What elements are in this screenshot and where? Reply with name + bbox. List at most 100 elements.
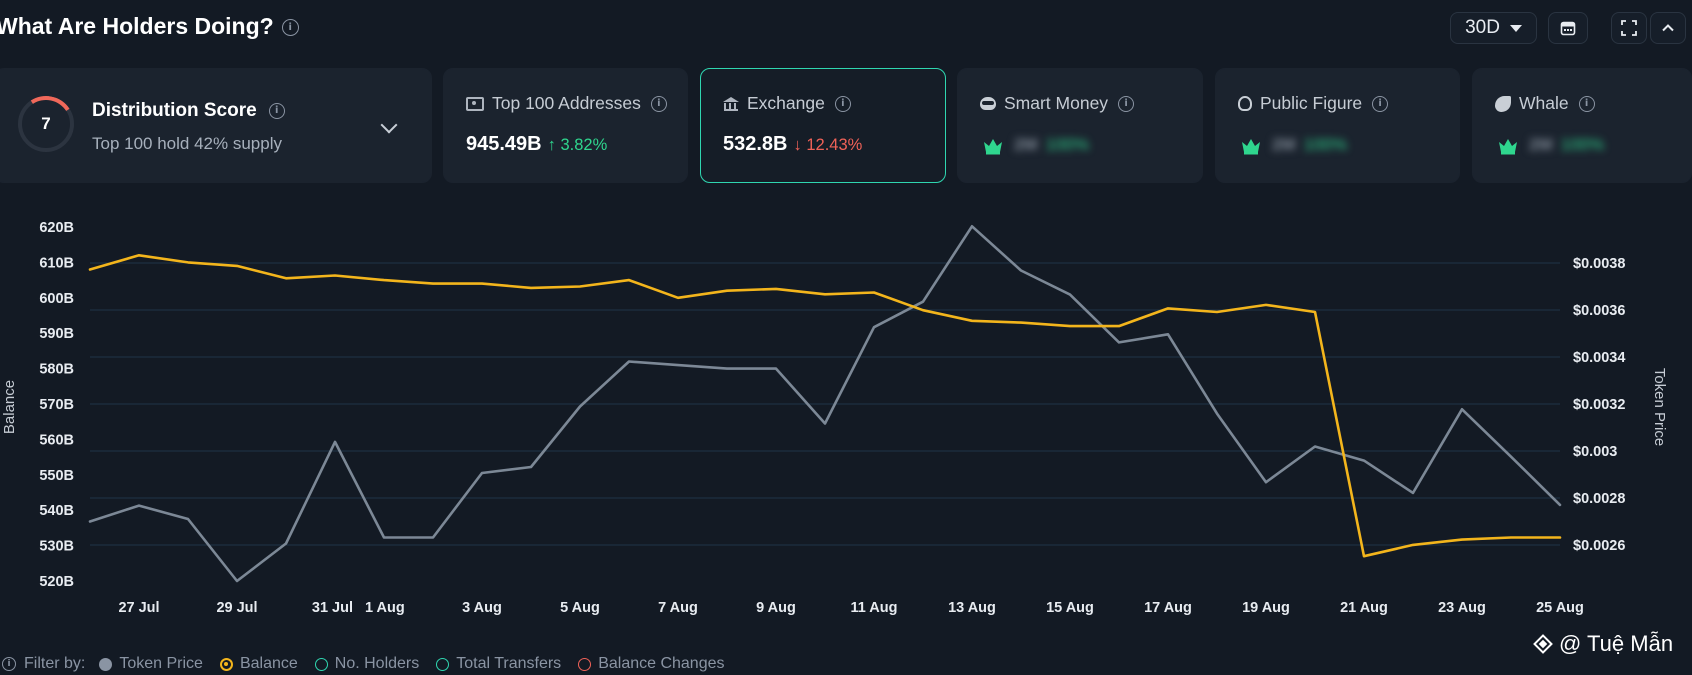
y-tick-label-right: $0.0034 — [1573, 350, 1625, 366]
change-value: 3.82% — [560, 136, 608, 154]
whale-icon — [1495, 95, 1511, 112]
distribution-title: Distribution Score i — [92, 100, 285, 122]
y-tick-label-right: $0.0038 — [1573, 256, 1625, 272]
left-axis-ticks: 620B 610B 600B 590B 580B 570B 560B 550B 540B 530B… — [39, 220, 74, 590]
y-tick-label-left: 590B — [39, 326, 74, 342]
info-icon: i — [2, 657, 16, 671]
blurred-change: 100% — [1560, 135, 1605, 154]
filter-item-label: Token Price — [119, 655, 203, 672]
fullscreen-button[interactable] — [1611, 12, 1647, 44]
y-tick-label-left: 580B — [39, 362, 74, 378]
right-axis-ticks: $0.0038 $0.0036 $0.0034 $0.0032 $0.003 $0.002… — [1573, 256, 1625, 554]
crown-icon — [1499, 139, 1517, 155]
collapse-button[interactable] — [1650, 12, 1686, 44]
info-icon[interactable]: i — [650, 95, 667, 112]
x-tick-label: 13 Aug — [948, 600, 996, 616]
change-up: ↑ 3.82% — [547, 136, 608, 154]
info-icon[interactable]: i — [281, 19, 299, 37]
card-exchange[interactable]: Exchange i 532.8B ↓ 12.43% — [700, 68, 946, 183]
card-value-text: 945.49B — [466, 133, 542, 155]
card-public-figure[interactable]: Public Figure i 2M 100% — [1215, 68, 1460, 183]
info-icon[interactable]: i — [268, 102, 285, 119]
card-label-text: Smart Money — [1004, 93, 1109, 113]
card-smart-money[interactable]: Smart Money i 2M 100% — [957, 68, 1203, 183]
y-tick-label-left: 550B — [39, 468, 74, 484]
legend-dot — [314, 657, 328, 671]
blurred-change: 100% — [1045, 135, 1090, 154]
calendar-icon — [1560, 21, 1576, 36]
info-icon[interactable]: i — [1372, 95, 1389, 112]
filter-token-price[interactable]: Token Price — [99, 655, 203, 673]
y-axis-label-left: Balance — [1, 380, 18, 434]
change-down: ↓ 12.43% — [793, 136, 863, 154]
chevron-down-icon[interactable] — [380, 116, 398, 134]
blurred-amount: 2M — [1014, 135, 1038, 154]
filter-bar: i Filter by: Token Price Balance No. Hol… — [2, 653, 742, 675]
distribution-subtitle: Top 100 hold 42% supply — [92, 134, 282, 153]
y-tick-label-right: $0.003 — [1573, 444, 1617, 460]
chart-grid — [90, 262, 1560, 546]
page-title-text: What Are Holders Doing? — [0, 13, 274, 39]
x-tick-label: 19 Aug — [1242, 600, 1290, 616]
y-tick-label-left: 520B — [39, 574, 74, 590]
legend-dot — [436, 657, 450, 671]
y-tick-label-right: $0.0032 — [1573, 397, 1625, 413]
card-label: Exchange i — [723, 93, 851, 114]
period-select[interactable]: 30D — [1450, 12, 1537, 44]
period-value: 30D — [1465, 17, 1500, 38]
mask-icon — [980, 97, 996, 110]
y-tick-label-left: 600B — [39, 291, 74, 307]
chevron-down-icon — [1509, 24, 1522, 32]
card-label: Smart Money i — [980, 93, 1135, 114]
card-label: Public Figure i — [1238, 93, 1389, 114]
distribution-title-text: Distribution Score — [92, 100, 257, 121]
y-tick-label-right: $0.0026 — [1573, 538, 1625, 554]
info-icon[interactable]: i — [1578, 95, 1595, 112]
blurred-value: 2M 100% — [1529, 135, 1604, 155]
filter-balance-changes[interactable]: Balance Changes — [578, 655, 725, 673]
watermark-text: @ Tuệ Mẫn — [1559, 631, 1674, 656]
blurred-value: 2M 100% — [1272, 135, 1347, 155]
blurred-change: 100% — [1303, 135, 1348, 154]
card-label: Top 100 Addresses i — [466, 93, 667, 114]
calendar-button[interactable] — [1548, 12, 1588, 44]
bulb-icon — [1238, 96, 1252, 111]
legend-dot — [99, 657, 113, 671]
fullscreen-icon — [1621, 20, 1637, 36]
card-label-text: Top 100 Addresses — [492, 93, 641, 113]
card-label-text: Whale — [1519, 93, 1569, 113]
y-tick-label-left: 530B — [39, 539, 74, 555]
distribution-score-card[interactable]: 7 Distribution Score i Top 100 hold 42% s… — [0, 68, 432, 183]
info-icon[interactable]: i — [1118, 95, 1135, 112]
x-tick-label: 31 Jul — [312, 600, 353, 616]
card-label-text: Exchange — [747, 93, 825, 113]
x-tick-label: 7 Aug — [658, 600, 698, 616]
info-icon[interactable]: i — [834, 95, 851, 112]
holder-cards: 7 Distribution Score i Top 100 hold 42% s… — [0, 68, 1692, 184]
blurred-amount: 2M — [1529, 135, 1553, 154]
x-tick-label: 25 Aug — [1536, 600, 1584, 616]
holders-chart[interactable]: 620B 610B 600B 590B 580B 570B 560B 550B 540B 530B… — [0, 190, 1692, 630]
score-ring: 7 — [18, 96, 74, 152]
blurred-amount: 2M — [1272, 135, 1296, 154]
crown-icon — [984, 139, 1002, 155]
filter-item-label: Total Transfers — [456, 655, 562, 672]
filter-balance[interactable]: Balance — [219, 655, 298, 673]
card-top-100-addresses[interactable]: Top 100 Addresses i 945.49B ↑ 3.82% — [443, 68, 688, 183]
watermark: @ Tuệ Mẫn — [1533, 631, 1673, 657]
card-whale[interactable]: Whale i 2M 100% — [1472, 68, 1692, 183]
x-tick-label: 5 Aug — [560, 600, 600, 616]
x-tick-label: 21 Aug — [1340, 600, 1388, 616]
filter-no-holders[interactable]: No. Holders — [314, 655, 419, 673]
x-tick-label: 11 Aug — [850, 600, 897, 616]
x-axis-ticks: 27 Jul 29 Jul 31 Jul 1 Aug 3 Aug 5 Aug 7 Aug 9 … — [118, 600, 1583, 616]
score-value: 7 — [41, 114, 51, 133]
legend-dot — [578, 657, 592, 671]
x-tick-label: 9 Aug — [756, 600, 796, 616]
y-tick-label-left: 540B — [39, 503, 74, 519]
x-tick-label: 29 Jul — [216, 600, 257, 616]
filter-total-transfers[interactable]: Total Transfers — [436, 655, 561, 673]
bank-icon — [723, 96, 739, 111]
filter-item-label: Balance Changes — [598, 655, 725, 672]
y-tick-label-left: 620B — [39, 220, 74, 236]
